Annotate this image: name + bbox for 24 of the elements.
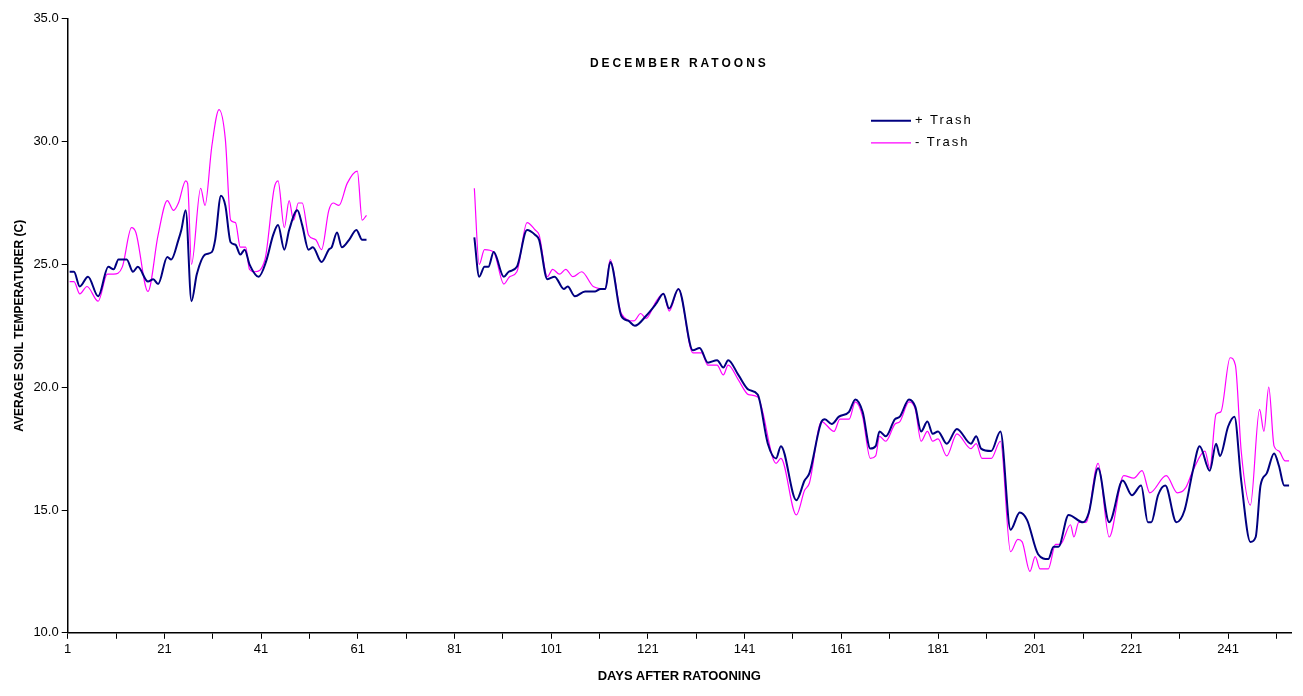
x-tick-label: 1: [64, 641, 72, 657]
x-tick-label: 101: [540, 641, 563, 657]
x-tick-label: 121: [637, 641, 659, 657]
legend-label: + Trash: [915, 112, 973, 128]
y-tick-label: 25.0: [33, 255, 59, 271]
y-tick-label: 30.0: [33, 133, 59, 149]
legend-label: - Trash: [915, 134, 970, 150]
x-tick-label: 161: [830, 641, 853, 657]
x-tick-label: 141: [733, 641, 756, 657]
x-tick-label: 181: [927, 641, 949, 657]
y-tick-label: 15.0: [33, 501, 59, 517]
y-tick-label: 20.0: [33, 378, 59, 394]
x-tick-label: 41: [253, 641, 269, 657]
x-axis-title: DAYS AFTER RATOONING: [597, 667, 761, 683]
y-axis-title: AVERAGE SOIL TEMPERATURER (C): [11, 219, 26, 432]
text: DECEMBER RATOONS: [589, 55, 769, 70]
x-tick-label: 81: [447, 641, 462, 657]
x-tick-label: 21: [157, 641, 172, 657]
y-tick-label: 10.0: [33, 624, 59, 640]
x-tick-label: 241: [1217, 641, 1239, 657]
x-tick-label: 221: [1120, 641, 1143, 657]
x-tick-label: 61: [350, 641, 366, 657]
x-tick-label: 201: [1023, 641, 1046, 657]
y-tick-label: 35.0: [33, 10, 59, 26]
